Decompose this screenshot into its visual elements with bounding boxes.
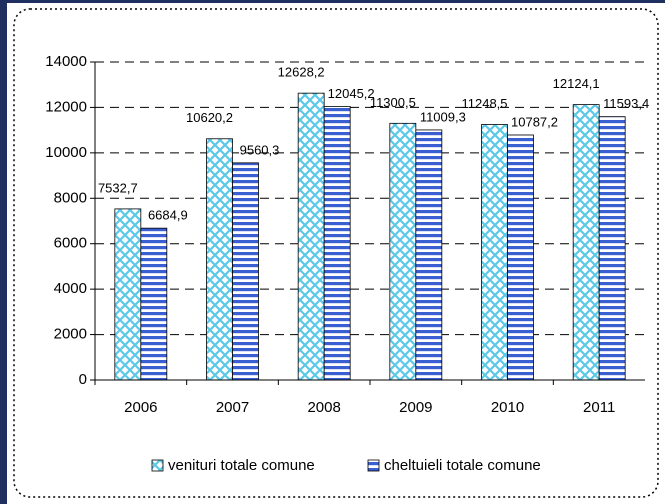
frame-edge	[0, 0, 665, 3]
value-label: 6684,9	[148, 208, 188, 223]
legend-swatch	[151, 459, 164, 472]
y-tick-label: 14000	[45, 53, 87, 70]
legend-label: cheltuieli totale comune	[384, 457, 541, 474]
y-tick-label: 12000	[45, 98, 87, 115]
value-label: 11248,5	[461, 96, 507, 111]
value-label: 12124,1	[553, 76, 600, 91]
value-label: 12628,2	[278, 65, 325, 80]
legend-label: venituri totale comune	[168, 457, 315, 474]
bar	[140, 227, 168, 381]
y-tick-label: 2000	[54, 326, 87, 343]
x-tick-label: 2010	[491, 399, 524, 416]
legend-swatch	[367, 459, 380, 472]
frame-edge	[0, 0, 7, 504]
value-label: 10620,2	[186, 110, 233, 125]
bar	[598, 116, 626, 381]
bar	[481, 124, 508, 381]
value-label: 11009,3	[420, 109, 466, 124]
x-tick-label: 2011	[583, 399, 615, 416]
value-label: 11300,5	[370, 95, 416, 110]
bar	[114, 208, 142, 381]
bar	[323, 106, 351, 381]
value-label: 12045,2	[328, 86, 375, 101]
value-label: 9560,3	[240, 142, 280, 157]
bar	[572, 104, 600, 381]
value-label: 11593,4	[603, 96, 649, 111]
y-tick-label: 0	[79, 371, 87, 388]
bar	[297, 92, 325, 381]
x-tick-label: 2009	[399, 399, 432, 416]
y-tick-label: 6000	[54, 235, 87, 252]
bar	[507, 134, 534, 381]
value-label: 10787,2	[511, 114, 558, 129]
x-tick-label: 2006	[124, 399, 157, 416]
bar	[415, 129, 443, 381]
chart-border	[13, 8, 659, 498]
x-tick-label: 2007	[216, 399, 249, 416]
bar	[206, 138, 233, 381]
x-tick-label: 2008	[307, 399, 340, 416]
y-tick-label: 10000	[45, 144, 87, 161]
bar	[389, 122, 417, 381]
y-tick-label: 4000	[54, 280, 87, 297]
value-label: 7532,7	[98, 180, 138, 195]
y-tick-label: 8000	[54, 189, 87, 206]
bar	[232, 162, 259, 381]
